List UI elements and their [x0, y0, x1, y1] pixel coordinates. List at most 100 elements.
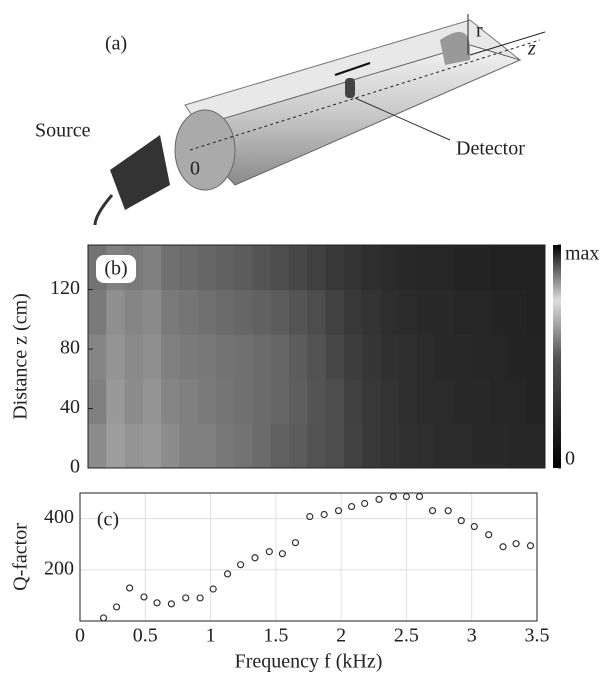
heat-cell: [380, 378, 400, 424]
heat-cell: [417, 334, 436, 380]
heat-cell: [161, 334, 180, 380]
heat-cell: [252, 423, 272, 469]
heat-cell: [270, 289, 290, 335]
heat-cell: [142, 423, 162, 469]
heat-cell: [252, 334, 272, 380]
heat-cell: [252, 378, 272, 424]
heat-cell: [343, 378, 363, 424]
x-tick-label: 2.5: [394, 625, 419, 647]
y-tick-label: 120: [50, 277, 80, 299]
heat-cell: [508, 245, 528, 291]
heat-cell: [307, 289, 327, 335]
heat-cell: [88, 334, 107, 380]
heat-cell: [398, 378, 418, 424]
heat-cell: [197, 334, 217, 380]
heat-cell: [124, 423, 144, 469]
y-tick-label: 80: [60, 337, 80, 359]
heat-cell: [343, 245, 363, 291]
plot-frame: [87, 244, 546, 469]
data-point: [237, 561, 245, 569]
heat-cell: [398, 289, 418, 335]
heat-cell: [417, 289, 436, 335]
heat-cell: [435, 378, 455, 424]
data-point: [291, 539, 300, 547]
heat-cell: [471, 334, 491, 380]
heat-cell: [215, 334, 235, 380]
detector-label: Detector: [456, 138, 525, 160]
panel-label: (c): [97, 509, 119, 531]
heat-cell: [398, 423, 418, 469]
heat-cell: [197, 289, 217, 335]
heat-cell: [325, 245, 345, 291]
heat-cell: [526, 289, 546, 335]
panel-label: (b): [104, 258, 127, 280]
data-point: [428, 507, 437, 515]
colorbar-label: 0: [565, 448, 575, 470]
heat-cell: [106, 334, 126, 380]
x-tick-label: 1: [206, 625, 216, 647]
heat-cell: [362, 423, 381, 469]
data-point: [485, 531, 493, 539]
heat-cell: [453, 334, 473, 380]
heat-cell: [179, 334, 199, 380]
data-point: [153, 599, 161, 607]
data-point: [334, 507, 343, 515]
heat-cell: [343, 423, 363, 469]
heat-cell: [270, 423, 290, 469]
y-tick-label: 400: [44, 506, 74, 528]
heat-cell: [526, 378, 546, 424]
heat-cell: [526, 334, 546, 380]
panel-label: (a): [105, 33, 127, 55]
heat-cell: [380, 289, 400, 335]
heat-cell: [325, 289, 345, 335]
heat-cell: [325, 334, 345, 380]
plot-frame: [79, 492, 538, 622]
heat-cell: [453, 245, 473, 291]
axis-arrow: [469, 31, 546, 56]
colorbar-label: max: [565, 243, 599, 265]
x-tick-label: 2: [336, 625, 346, 647]
heat-cell: [289, 334, 308, 380]
heat-cell: [142, 378, 162, 424]
heat-cell: [234, 378, 254, 424]
heat-cell: [380, 423, 400, 469]
heat-cell: [526, 423, 546, 469]
heat-cell: [234, 423, 254, 469]
colorbar: [553, 245, 561, 468]
heat-cell: [215, 378, 235, 424]
axis-line: [189, 39, 541, 151]
heat-cell: [142, 334, 162, 380]
heat-cell: [362, 378, 381, 424]
y-axis-label: Distance z (cm): [10, 293, 32, 420]
heat-cell: [179, 423, 199, 469]
x-tick-label: 3.5: [525, 625, 550, 647]
data-point: [223, 570, 232, 578]
heat-cell: [508, 378, 528, 424]
heat-cell: [124, 289, 144, 335]
data-point: [99, 614, 108, 622]
data-point: [167, 600, 175, 608]
heat-cell: [490, 378, 509, 424]
heat-cell: [106, 289, 126, 335]
axis-label: z: [527, 38, 536, 60]
heat-cell: [161, 289, 180, 335]
y-tick-label: 40: [60, 396, 80, 418]
heat-cell: [142, 289, 162, 335]
heat-cell: [490, 245, 509, 291]
heat-cell: [124, 378, 144, 424]
x-axis-label: Frequency f (kHz): [235, 651, 383, 673]
source-label: Source: [35, 120, 91, 142]
data-point: [209, 585, 217, 593]
data-point: [265, 548, 273, 556]
heat-cell: [471, 289, 491, 335]
heat-cell: [88, 289, 107, 335]
heat-cell: [270, 245, 290, 291]
heat-cell: [161, 423, 180, 469]
heat-cell: [307, 423, 327, 469]
heat-cell: [435, 334, 455, 380]
heat-cell: [179, 289, 199, 335]
heat-cell: [289, 378, 308, 424]
heat-cell: [234, 334, 254, 380]
heat-cell: [106, 378, 126, 424]
